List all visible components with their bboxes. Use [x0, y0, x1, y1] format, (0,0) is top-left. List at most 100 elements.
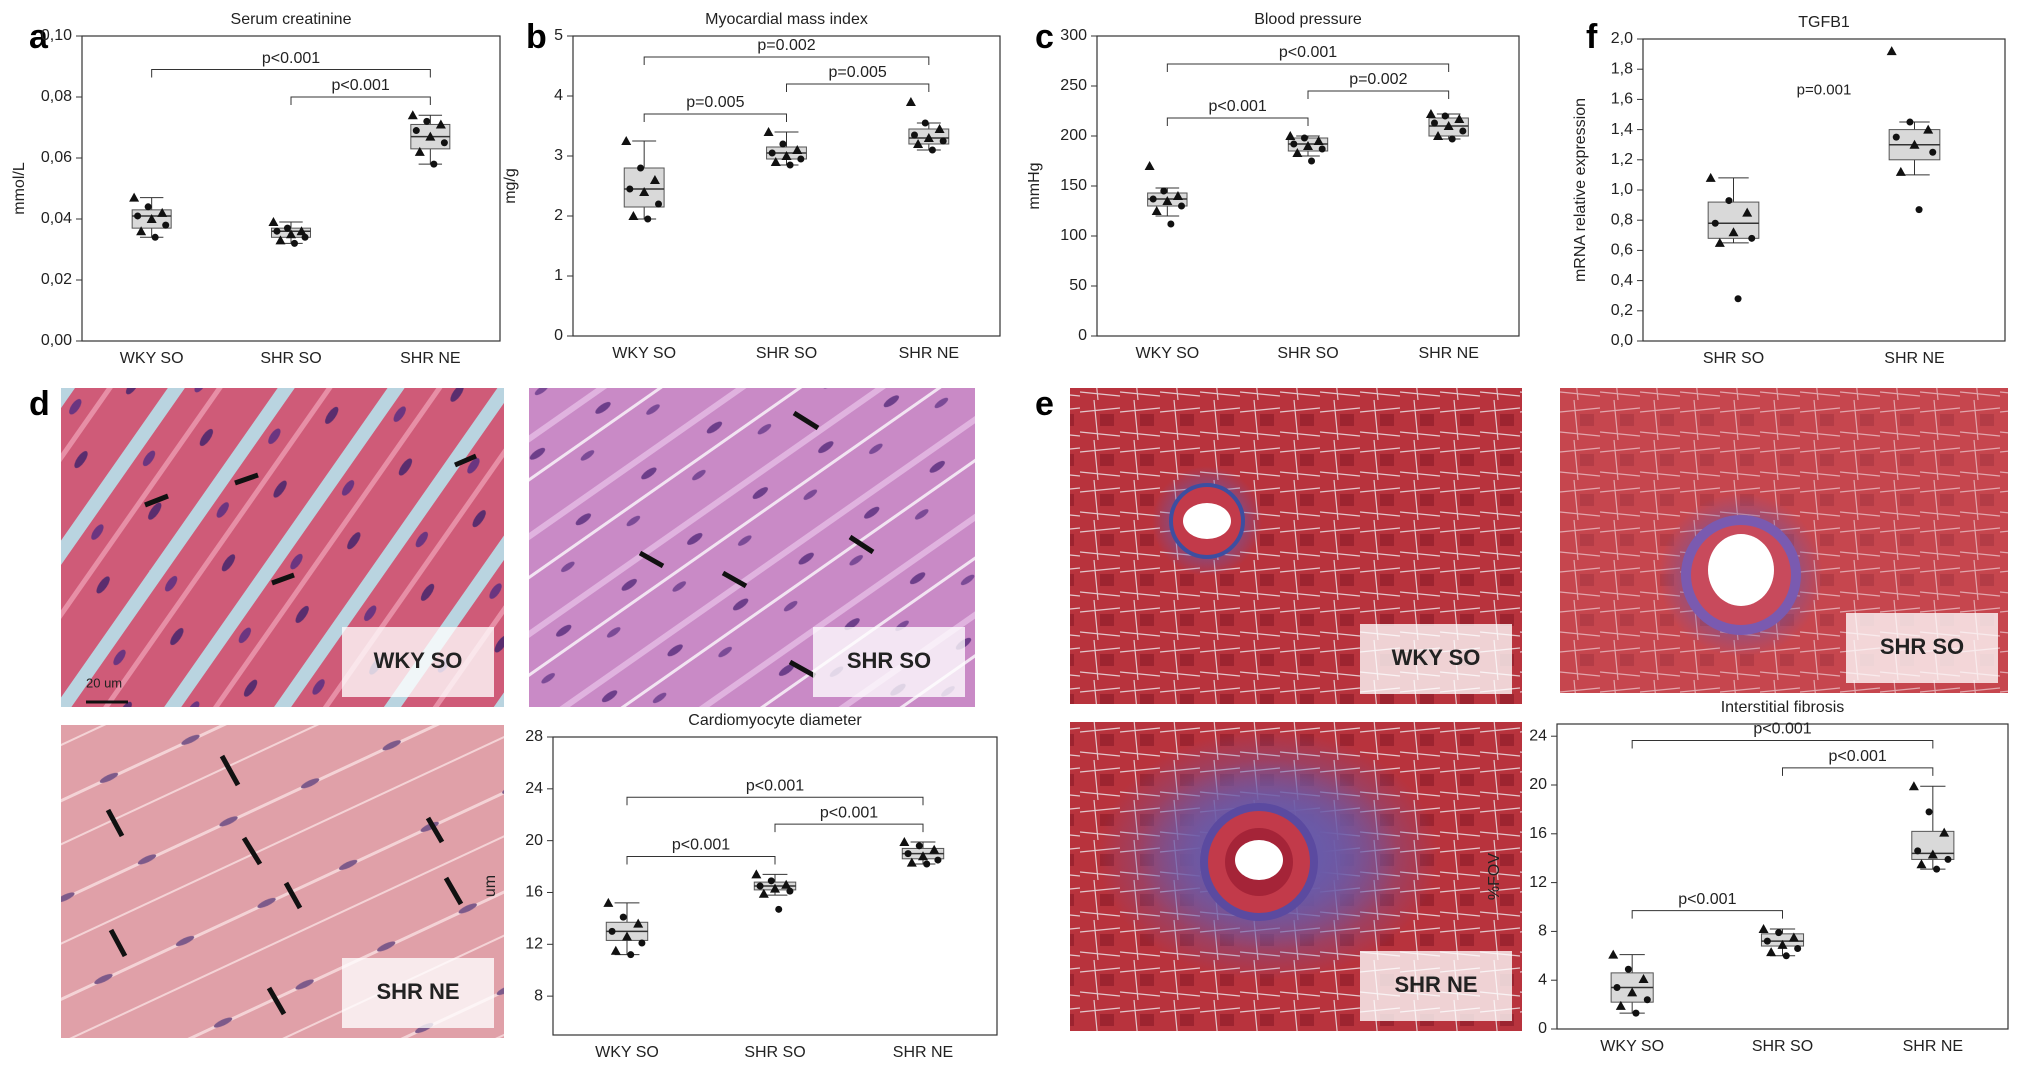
plot-frame	[572, 35, 1001, 337]
data-point	[1909, 139, 1920, 149]
data-point	[1748, 234, 1756, 242]
data-point	[1929, 148, 1937, 156]
data-point	[603, 897, 614, 907]
y-axis-label: mRNA relative expression	[1572, 98, 1589, 282]
plot-frame	[81, 35, 501, 342]
y-tick-label: 200	[1060, 127, 1087, 144]
data-point	[1441, 112, 1449, 120]
data-point	[1886, 46, 1897, 56]
data-point	[1923, 124, 1934, 134]
y-tick-label: 2,0	[1611, 30, 1633, 47]
significance-bracket	[1631, 739, 1934, 749]
micrograph-label: WKY SO	[374, 648, 463, 673]
data-point	[1430, 119, 1438, 127]
y-tick-label: 250	[1060, 77, 1087, 94]
y-tick-label: 50	[1069, 277, 1087, 294]
data-point	[626, 185, 634, 193]
data-point	[144, 203, 152, 211]
data-point	[1308, 157, 1316, 165]
data-point	[136, 226, 147, 236]
data-point	[1608, 949, 1619, 959]
annotation: p<0.001	[332, 77, 390, 94]
data-point	[151, 233, 159, 241]
data-point	[1895, 166, 1906, 176]
y-tick-label: 4	[554, 87, 563, 104]
data-point	[638, 939, 646, 947]
y-tick-label: 100	[1060, 227, 1087, 244]
y-axis-label: um	[482, 875, 499, 897]
data-point	[1613, 984, 1621, 992]
significance-bracket	[290, 96, 431, 105]
panel-letter: a	[29, 18, 49, 56]
data-point	[268, 217, 279, 227]
micrograph-label: SHR NE	[376, 979, 459, 1004]
data-point	[649, 175, 660, 184]
y-tick-label: 1,2	[1611, 151, 1633, 168]
label-box	[1360, 624, 1512, 694]
vessel-lumen	[1235, 840, 1283, 880]
label-box	[342, 627, 494, 697]
data-point	[905, 97, 916, 106]
y-axis-label: %FOV	[1486, 853, 1503, 900]
data-point	[934, 124, 945, 133]
significance-bracket	[1166, 117, 1309, 126]
data-point	[1178, 202, 1186, 210]
data-point	[763, 127, 774, 136]
data-point	[1714, 237, 1725, 247]
data-point	[1172, 191, 1183, 200]
data-point	[1725, 197, 1733, 205]
data-point	[781, 879, 792, 889]
y-tick-label: 8	[534, 987, 543, 1004]
x-tick-label: SHR SO	[1277, 345, 1338, 362]
data-point	[1643, 996, 1651, 1004]
y-tick-label: 1,4	[1611, 121, 1633, 138]
data-point	[1454, 114, 1465, 123]
annotation: p<0.001	[746, 777, 804, 794]
y-tick-label: 0	[554, 327, 563, 344]
x-tick-label: WKY SO	[612, 345, 676, 362]
y-tick-label: 1,0	[1611, 181, 1633, 198]
data-point	[1766, 947, 1777, 957]
data-point	[1290, 140, 1298, 148]
data-point	[157, 207, 168, 217]
data-point	[1624, 965, 1632, 973]
data-point	[1285, 131, 1296, 140]
significance-bracket	[626, 855, 776, 865]
panel-letter: f	[1586, 18, 1598, 56]
annotation: p=0.005	[829, 64, 887, 81]
data-point	[407, 110, 418, 120]
y-tick-label: 0,04	[41, 210, 72, 227]
data-point	[786, 887, 794, 895]
data-point	[1763, 937, 1771, 945]
y-tick-label: 24	[1529, 727, 1547, 744]
data-point	[934, 856, 942, 864]
significance-bracket	[1307, 90, 1450, 99]
data-point	[899, 836, 910, 846]
y-tick-label: 8	[1538, 923, 1547, 940]
micrograph-label: WKY SO	[1392, 645, 1481, 670]
data-point	[915, 842, 923, 850]
x-tick-label: SHR NE	[1903, 1038, 1963, 1055]
data-point	[939, 137, 947, 145]
data-point	[1908, 781, 1919, 791]
data-point	[1742, 207, 1753, 217]
data-point	[1906, 118, 1914, 126]
data-point	[162, 221, 170, 229]
data-point	[430, 160, 438, 168]
y-axis-label: mmol/L	[11, 162, 28, 215]
panel-letter: b	[526, 18, 547, 56]
data-point	[1459, 127, 1467, 135]
vessel-lumen	[1708, 534, 1774, 606]
data-point	[1627, 987, 1638, 997]
plot-frame	[552, 736, 998, 1036]
data-point	[301, 233, 309, 241]
data-point	[921, 119, 929, 127]
data-point	[767, 877, 775, 885]
data-point	[608, 927, 616, 935]
annotation: p=0.002	[1349, 71, 1407, 88]
data-point	[275, 235, 286, 245]
y-tick-label: 0,10	[41, 27, 72, 44]
significance-bracket	[626, 796, 924, 806]
scale-bar-label: 20 um	[86, 675, 122, 690]
chart-title: TGFB1	[1798, 14, 1850, 31]
